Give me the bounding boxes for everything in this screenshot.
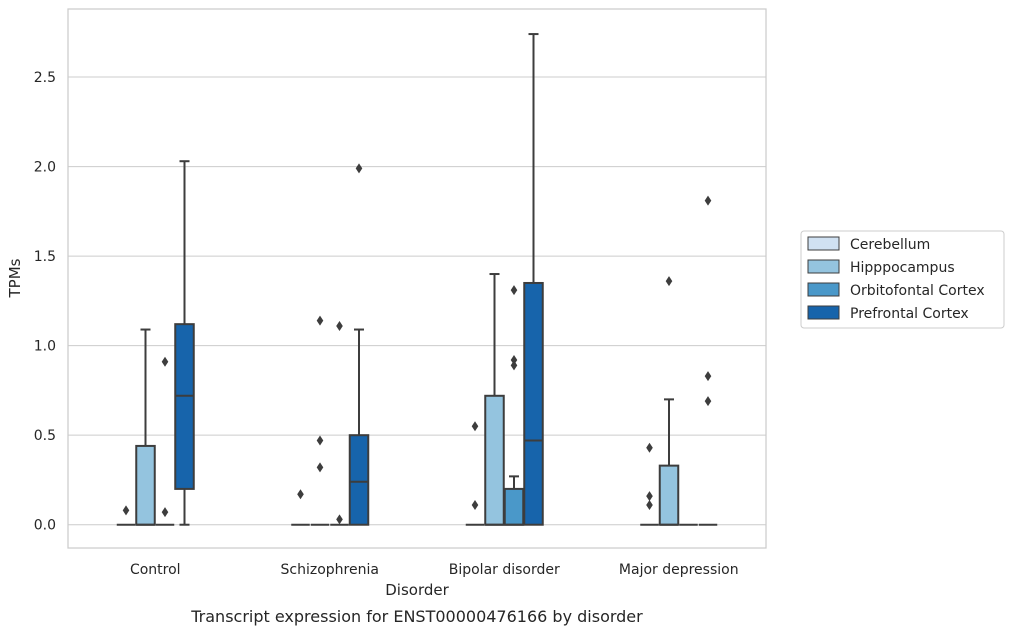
x-axis-ticks: Control Schizophrenia Bipolar disorder Majo… <box>130 562 739 578</box>
box-hipppocampus <box>310 315 330 526</box>
box-orbitofontal-cortex <box>503 285 525 526</box>
box-body <box>135 444 156 526</box>
outlier-point <box>704 195 712 206</box>
outlier-point <box>316 462 324 473</box>
x-tick-label: Bipolar disorder <box>449 562 560 578</box>
outlier-point <box>161 356 169 367</box>
outlier-point <box>297 489 304 500</box>
outlier-point <box>471 500 479 511</box>
x-tick-label: Control <box>130 562 181 578</box>
box-hipppocampus <box>658 276 680 526</box>
plot-area-frame <box>67 8 767 549</box>
box-body <box>348 434 370 526</box>
legend: Cerebellum Hipppocampus Orbitofontal Corte… <box>800 230 1005 329</box>
box-body <box>658 464 680 526</box>
box-prefrontal-cortex <box>174 160 195 526</box>
y-tick-label: 1.0 <box>34 339 56 355</box>
outlier-point <box>665 276 673 287</box>
outlier-point <box>704 371 712 382</box>
y-tick-label: 0.5 <box>34 428 56 444</box>
legend-label: Prefrontal Cortex <box>850 306 969 322</box>
legend-label: Hipppocampus <box>850 260 955 276</box>
y-tick-label: 2.0 <box>34 160 56 176</box>
box-hipppocampus <box>484 273 505 526</box>
outlier-point <box>316 435 324 446</box>
legend-items: Cerebellum Hipppocampus Orbitofontal Corte… <box>807 236 985 322</box>
outlier-point <box>646 491 653 502</box>
box-body <box>523 281 544 526</box>
box-hipppocampus <box>135 328 156 526</box>
box-cerebellum <box>640 442 659 526</box>
outlier-point <box>510 354 518 365</box>
legend-swatch <box>807 236 840 251</box>
outlier-point <box>471 421 479 432</box>
outlier-point <box>355 163 363 174</box>
y-tick-label: 0.0 <box>34 518 56 534</box>
outlier-point <box>704 396 712 407</box>
x-axis-title: Disorder <box>385 581 449 599</box>
outlier-point <box>122 505 130 516</box>
legend-swatch <box>807 282 840 297</box>
outlier-point <box>646 500 653 511</box>
box-cerebellum <box>291 489 310 526</box>
legend-swatch <box>807 305 840 320</box>
chart-caption: Transcript expression for ENST0000047616… <box>190 607 643 626</box>
box-cerebellum <box>116 505 136 526</box>
gridlines <box>68 76 766 526</box>
legend-label: Orbitofontal Cortex <box>850 283 985 299</box>
outlier-point <box>510 285 518 296</box>
legend-swatch <box>807 259 840 274</box>
outlier-point <box>336 514 343 525</box>
box-cerebellum <box>465 421 485 526</box>
outlier-point <box>336 320 343 331</box>
box-body <box>503 487 525 526</box>
outlier-point <box>316 315 324 326</box>
x-tick-label: Schizophrenia <box>281 562 379 578</box>
y-axis-title: TPMs <box>6 258 24 298</box>
y-tick-label: 2.5 <box>34 70 56 86</box>
box-body <box>484 394 505 526</box>
outlier-point <box>510 360 518 371</box>
y-axis-ticks: 0.0 0.5 1.0 1.5 2.0 2.5 <box>34 70 56 534</box>
box-prefrontal-cortex <box>348 163 370 526</box>
x-tick-label: Major depression <box>619 562 739 578</box>
legend-label: Cerebellum <box>850 237 930 253</box>
outlier-point <box>161 507 169 518</box>
box-orbitofontal-cortex <box>155 356 175 526</box>
box-prefrontal-cortex <box>523 33 544 526</box>
box-body <box>174 323 195 490</box>
boxes <box>116 33 718 526</box>
box-prefrontal-cortex <box>698 195 718 526</box>
legend-frame <box>800 230 1005 329</box>
box-orbitofontal-cortex <box>330 320 349 526</box>
y-tick-label: 1.5 <box>34 249 56 265</box>
outlier-point <box>646 442 653 453</box>
